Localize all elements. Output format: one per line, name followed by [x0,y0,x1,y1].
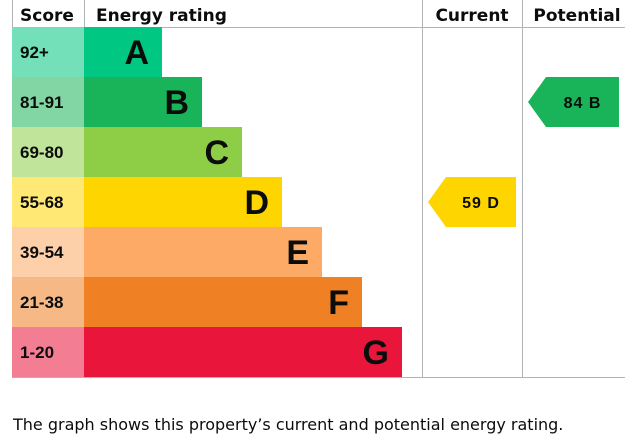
band-f-score-label: 21-38 [20,293,63,312]
band-f-letter: F [328,284,349,322]
band-f-bar [84,277,362,327]
current-rating-arrow [428,177,516,227]
column-headers: Score Energy rating Current Potential [20,6,621,26]
band-a: 92+ A [12,27,162,77]
band-e-score-label: 39-54 [20,243,64,262]
header-potential: Potential [533,6,620,26]
band-g-bar [84,327,402,377]
band-b-bar [84,77,202,127]
rating-indicators: 59 D 84 B [428,77,619,227]
header-score: Score [20,6,74,26]
band-g-score-cell [12,327,84,377]
rating-bands: 92+ A 81-91 B 69-80 C 55-68 D 39-54 E 21-38 F 1-20 G [12,27,402,377]
header-energy-rating: Energy rating [96,6,227,26]
band-e-bar [84,227,322,277]
band-c-bar [84,127,242,177]
potential-rating-arrow [528,77,619,127]
band-d-score-label: 55-68 [20,193,63,212]
band-g-letter: G [363,334,389,372]
band-c-score-cell [12,127,84,177]
band-g: 1-20 G [12,327,402,377]
band-c-score-label: 69-80 [20,143,63,162]
band-b-score-cell [12,77,84,127]
current-rating-label: 59 D [462,195,500,212]
potential-rating-indicator: 84 B [528,77,619,127]
band-e-letter: E [286,234,309,272]
band-d-score-cell [12,177,84,227]
band-b: 81-91 B [12,77,202,127]
potential-rating-label: 84 B [564,95,602,112]
band-d: 55-68 D [12,177,282,227]
band-c-letter: C [204,134,229,172]
energy-rating-chart: Score Energy rating Current Potential 92… [12,0,625,378]
band-a-bar [84,27,162,77]
band-d-letter: D [244,184,269,222]
band-e: 39-54 E [12,227,322,277]
current-rating-indicator: 59 D [428,177,516,227]
chart-caption: The graph shows this property’s current … [13,415,564,434]
band-e-score-cell [12,227,84,277]
band-a-score-label: 92+ [20,43,49,62]
band-g-score-label: 1-20 [20,343,54,362]
band-f-score-cell [12,277,84,327]
band-b-letter: B [164,84,189,122]
band-c: 69-80 C [12,127,242,177]
band-f: 21-38 F [12,277,362,327]
band-a-score-cell [12,27,84,77]
band-b-score-label: 81-91 [20,93,63,112]
header-current: Current [435,6,508,26]
band-a-letter: A [124,34,149,72]
band-d-bar [84,177,282,227]
